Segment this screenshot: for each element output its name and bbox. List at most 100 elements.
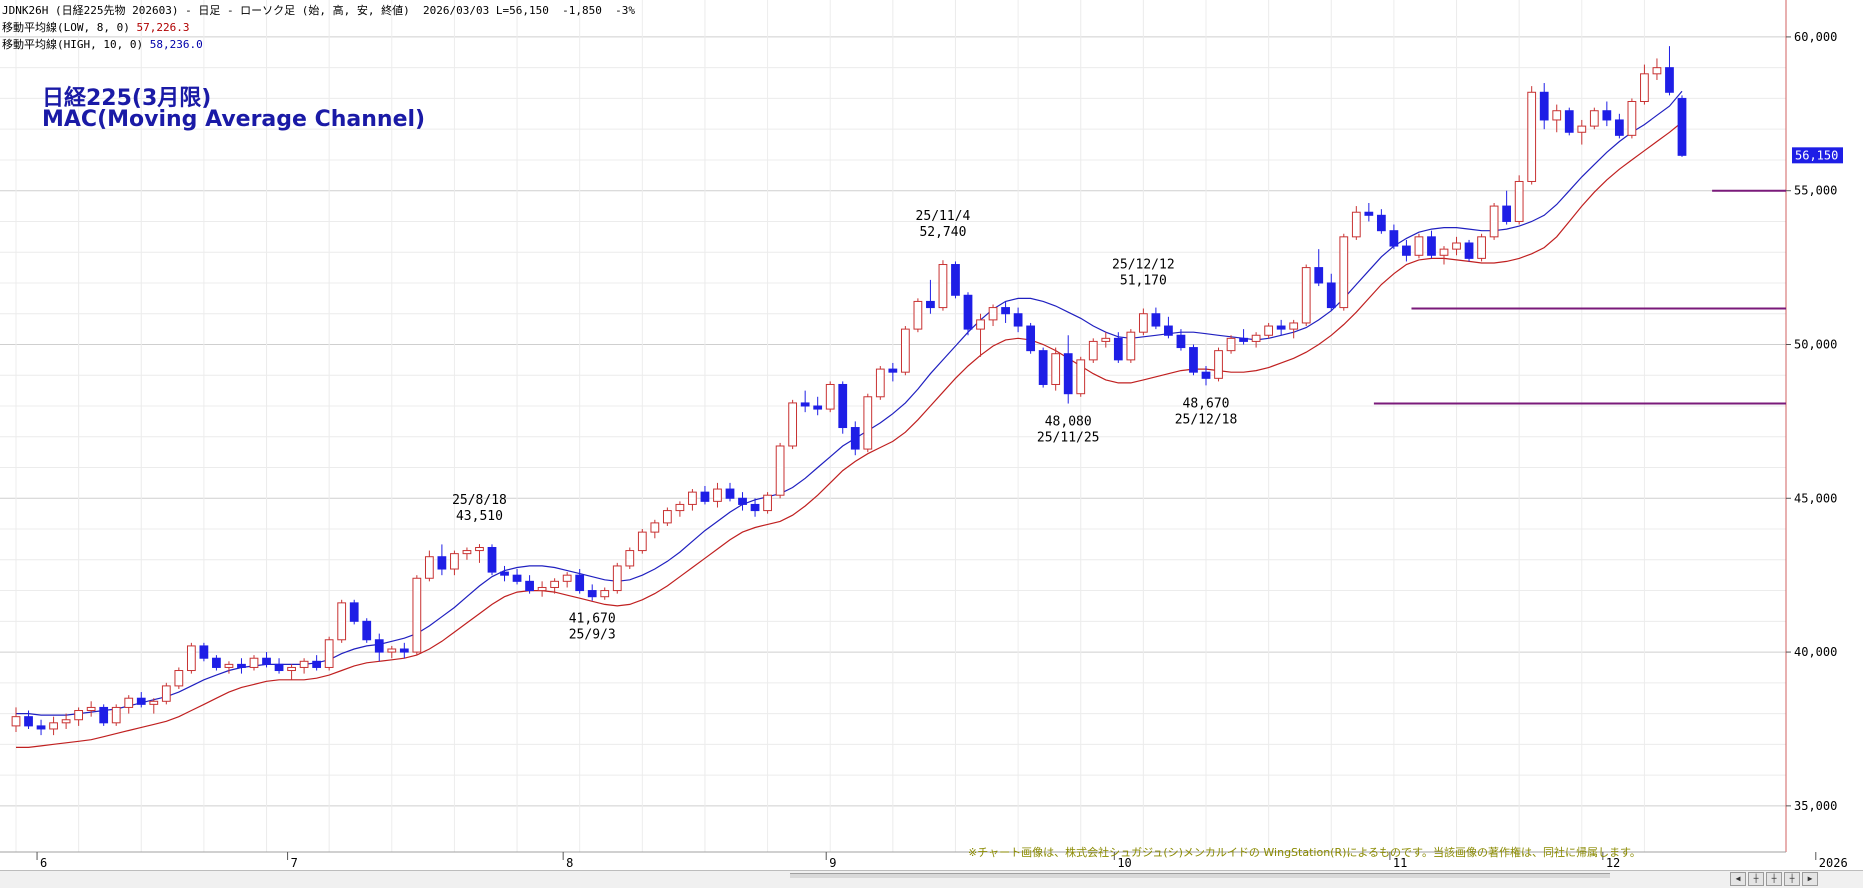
y-tick-label: 60,000 <box>1794 30 1837 44</box>
chart-header-line: JDNK26H (日経225先物 202603) - 日足 - ローソク足 (始… <box>2 4 635 17</box>
candle-body <box>1289 322 1299 330</box>
candle-body <box>1414 236 1424 256</box>
candle-body <box>437 556 447 570</box>
candle-body <box>124 697 134 708</box>
candle-body <box>625 550 635 567</box>
chart-title: 日経225(3月限) <box>42 86 212 111</box>
candle-body <box>788 402 798 447</box>
y-tick-label: 45,000 <box>1794 491 1837 505</box>
scroll-left-icon[interactable]: ◀ <box>1730 872 1746 886</box>
candle-body <box>963 294 973 330</box>
candle-body <box>262 657 271 665</box>
candle-body <box>612 565 622 592</box>
x-tick-label: 7 <box>291 856 298 870</box>
price-axis: 35,000 40,000 45,000 50,000 55,000 60,000 56,1… <box>1786 30 1843 813</box>
candle-body <box>1589 110 1599 127</box>
candle-body <box>587 590 597 598</box>
chart-subtitle: MAC(Moving Average Channel) <box>42 107 426 132</box>
scroll-right-icon[interactable]: ▶ <box>1802 872 1818 886</box>
candle-body <box>550 580 560 588</box>
candle-body <box>111 706 121 724</box>
candle-body <box>412 577 422 653</box>
candle-body <box>99 706 109 724</box>
candle-body <box>988 307 998 321</box>
candle-body <box>224 663 234 668</box>
annotation-date: 25/9/3 <box>569 628 616 643</box>
candle-body <box>24 716 33 727</box>
annotation-date: 25/8/18 <box>452 493 507 508</box>
ma-low-legend: 移動平均線(LOW, 8, 0) 57,226.3 <box>2 19 189 35</box>
y-tick-label: 50,000 <box>1794 337 1837 351</box>
candle-body <box>199 645 209 659</box>
candle-body <box>1677 97 1687 156</box>
candle-body <box>1514 180 1524 222</box>
x-tick-label: 8 <box>566 856 573 870</box>
candle-body <box>1614 119 1624 136</box>
candle-body <box>926 300 935 309</box>
candle-body <box>1564 110 1574 133</box>
candle-body <box>662 510 672 524</box>
candle-body <box>763 494 772 512</box>
candle-body <box>888 368 898 373</box>
candle-body <box>136 697 146 705</box>
candle-body <box>1113 337 1123 361</box>
current-price-label: 56,150 <box>1795 148 1838 162</box>
candle-body <box>274 663 284 672</box>
candle-body <box>1026 325 1036 352</box>
candle-body <box>1489 205 1499 238</box>
candle-body <box>700 491 710 502</box>
candle-body <box>1652 67 1662 75</box>
candle-body <box>487 546 497 573</box>
zoom-out-icon[interactable]: ┼ <box>1784 872 1800 886</box>
candle-body <box>525 580 534 592</box>
ma-low-value: 57,226.3 <box>136 21 190 34</box>
zoom-in-icon[interactable]: ┼ <box>1766 872 1782 886</box>
candle-body <box>1376 214 1386 232</box>
candle-body <box>675 503 685 512</box>
candle-body <box>850 427 860 450</box>
candle-body <box>1264 325 1274 336</box>
candle-body <box>337 602 347 641</box>
support-resistance-lines <box>1373 189 1786 405</box>
candle-body <box>374 639 384 653</box>
candle-body <box>1164 325 1173 336</box>
candle-body <box>750 503 760 512</box>
candle-body <box>938 264 948 309</box>
grid <box>0 0 1787 853</box>
candle-body <box>1326 282 1336 309</box>
candle-body <box>1126 331 1136 361</box>
candle-body <box>1389 230 1399 247</box>
candle-body <box>1013 313 1023 327</box>
candle-body <box>161 685 171 702</box>
candle-body <box>362 620 372 641</box>
candle-body <box>399 648 409 653</box>
candle-body <box>349 602 359 622</box>
current-price-tag <box>1792 147 1843 164</box>
zoom-handle-icon[interactable]: ┼ <box>1748 872 1764 886</box>
annotation-date: 25/12/12 <box>1112 258 1175 273</box>
ma-high-label: 移動平均線(HIGH, 10, 0) <box>2 38 144 51</box>
candle-body <box>11 716 21 727</box>
candle-body <box>1439 248 1449 256</box>
candle-body <box>237 663 246 668</box>
candle-body <box>800 402 810 407</box>
candle-body <box>36 725 46 730</box>
annotation-date: 25/11/4 <box>916 209 971 224</box>
x-tick-label: 2026 <box>1819 856 1848 870</box>
y-tick-label: 35,000 <box>1794 799 1837 813</box>
candle-body <box>1665 67 1674 93</box>
candle-body <box>1301 267 1311 324</box>
ma-high-value: 58,236.0 <box>149 38 203 51</box>
candle-body <box>600 590 610 598</box>
candle-body <box>1088 340 1098 361</box>
x-tick-label: 10 <box>1117 856 1131 870</box>
candle-body <box>1364 211 1374 216</box>
ma-low-line <box>16 121 1683 748</box>
scrollbar-thumb[interactable] <box>790 873 1610 878</box>
annotation-date: 25/12/18 <box>1175 412 1238 427</box>
candle-body <box>86 706 96 712</box>
candle-body <box>738 497 747 505</box>
candle-body <box>475 546 484 552</box>
candle-body <box>1339 236 1349 309</box>
candle-body <box>49 722 58 730</box>
